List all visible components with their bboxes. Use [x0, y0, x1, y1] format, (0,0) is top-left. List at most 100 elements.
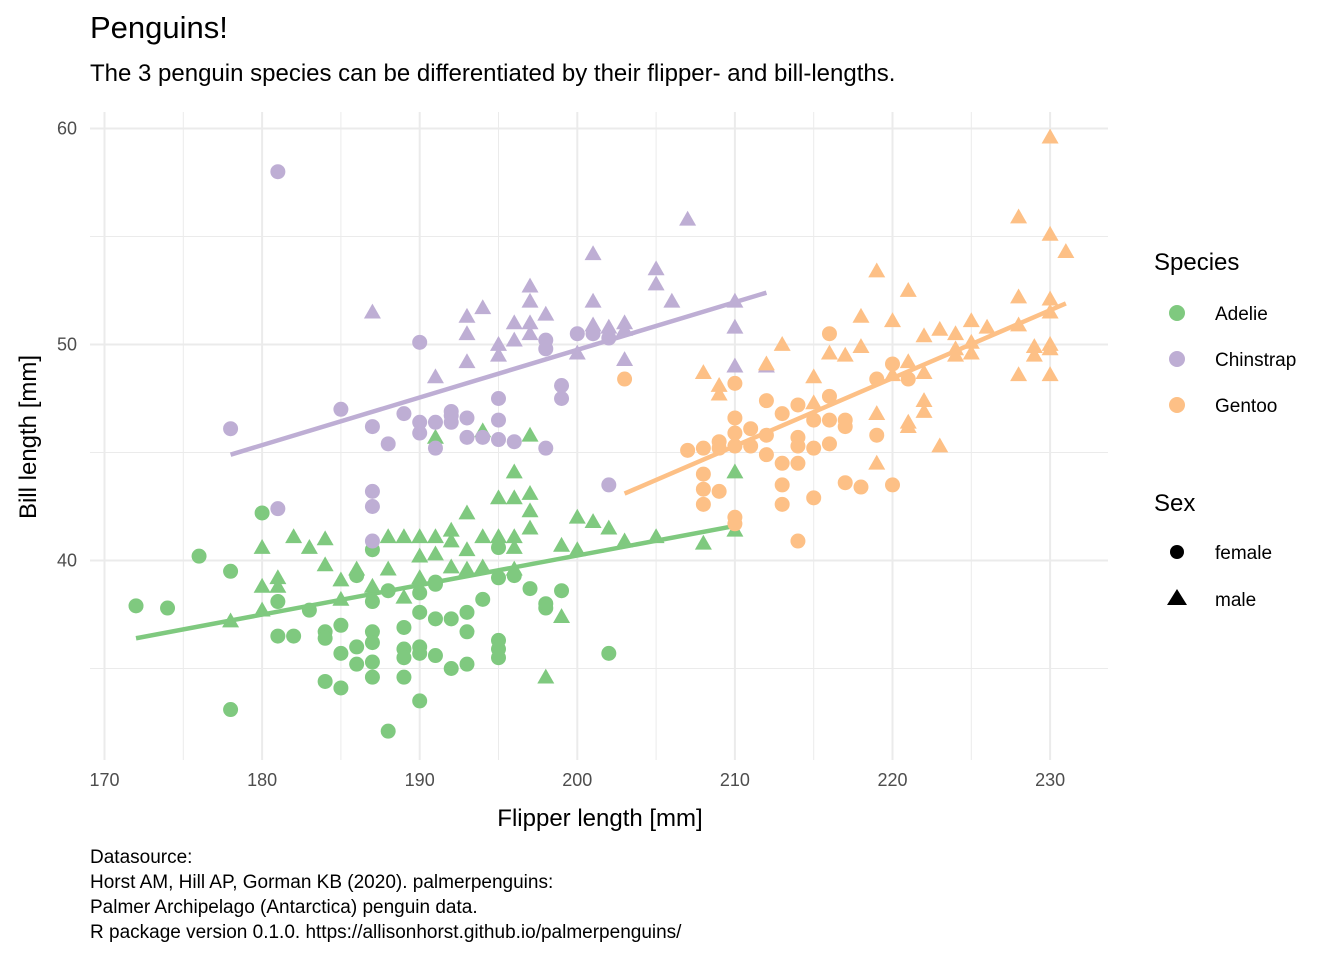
point-chinstrap-female [443, 414, 459, 430]
point-gentoo-male [915, 364, 933, 379]
point-adelie-female [412, 693, 428, 709]
point-adelie-male [521, 485, 539, 500]
point-chinstrap-male [521, 292, 539, 308]
x-tick-label: 170 [89, 770, 119, 790]
point-chinstrap-male [490, 346, 507, 362]
legend-swatch-chinstrap [1169, 351, 1185, 367]
point-adelie-male [726, 463, 744, 479]
point-adelie-male [537, 668, 555, 684]
point-gentoo-female [617, 371, 633, 387]
trend-line-chinstrap [229, 290, 768, 457]
point-chinstrap-male [584, 245, 602, 261]
point-gentoo-male [868, 454, 886, 470]
point-chinstrap-female [364, 533, 380, 549]
point-chinstrap-female [506, 434, 522, 450]
point-chinstrap-female [554, 391, 570, 406]
y-tick-label: 40 [57, 551, 77, 571]
point-adelie-female [412, 585, 428, 601]
x-tick-label: 230 [1035, 770, 1065, 790]
point-chinstrap-female [427, 414, 443, 430]
caption-line: Horst AM, Hill AP, Gorman KB (2020). pal… [90, 872, 554, 893]
point-adelie-male [222, 612, 240, 628]
point-adelie-male [395, 588, 413, 604]
point-adelie-female [333, 645, 349, 661]
point-chinstrap-male [521, 325, 539, 341]
point-gentoo-male [962, 344, 980, 360]
point-gentoo-female [727, 438, 743, 454]
y-tick-label: 50 [57, 335, 77, 355]
y-axis-title: Bill length [mm] [15, 355, 42, 519]
point-chinstrap-male [726, 357, 744, 373]
point-adelie-male [505, 539, 523, 554]
point-gentoo-female [695, 466, 711, 482]
point-adelie-male [411, 528, 429, 544]
point-gentoo-male [931, 437, 949, 453]
point-chinstrap-male [474, 299, 492, 315]
point-gentoo-male [947, 346, 965, 362]
x-tick-label: 220 [877, 770, 907, 790]
point-gentoo-male [1010, 208, 1028, 224]
point-adelie-male [458, 541, 476, 557]
point-chinstrap-male [584, 292, 602, 308]
point-adelie-female [254, 505, 270, 521]
point-chinstrap-male [647, 275, 665, 291]
point-adelie-male [505, 528, 523, 544]
legend-sex-title: Sex [1154, 490, 1195, 517]
point-chinstrap-female [491, 412, 506, 428]
point-chinstrap-male [600, 318, 618, 334]
point-adelie-female [270, 594, 286, 610]
point-adelie-female [364, 594, 380, 610]
point-adelie-male [474, 558, 492, 574]
point-gentoo-male [805, 368, 823, 384]
point-gentoo-female [711, 483, 727, 499]
point-gentoo-female [790, 455, 806, 471]
point-adelie-male [521, 519, 539, 535]
point-gentoo-female [758, 427, 774, 443]
point-adelie-male [253, 539, 271, 554]
point-adelie-male [363, 577, 381, 593]
point-chinstrap-male [458, 307, 476, 323]
point-gentoo-female [711, 440, 727, 456]
point-gentoo-male [710, 385, 728, 401]
point-adelie-male [490, 489, 507, 505]
point-adelie-female [427, 611, 443, 627]
point-gentoo-female [806, 490, 822, 506]
point-adelie-female [459, 624, 475, 640]
point-gentoo-female [853, 479, 869, 495]
point-chinstrap-female [333, 401, 349, 417]
point-chinstrap-female [364, 483, 380, 499]
point-chinstrap-female [412, 334, 428, 350]
point-gentoo-female [790, 397, 806, 413]
point-adelie-female [317, 673, 333, 689]
y-axis-ticks: 40 50 60 [57, 119, 77, 571]
point-gentoo-female [806, 412, 822, 428]
point-gentoo-male [1057, 243, 1075, 258]
point-gentoo-male [915, 402, 933, 418]
x-axis-ticks: 170 180 190 200 210 220 230 [89, 770, 1065, 790]
point-chinstrap-female [427, 440, 443, 456]
point-adelie-male [379, 528, 397, 544]
legend-swatch-male [1167, 589, 1187, 605]
point-adelie-male [600, 519, 618, 535]
point-gentoo-male [710, 377, 728, 392]
x-tick-label: 190 [405, 770, 435, 790]
point-adelie-male [411, 547, 429, 563]
point-gentoo-female [774, 455, 790, 471]
point-adelie-male [269, 569, 287, 585]
point-adelie-male [379, 560, 397, 576]
point-adelie-female [475, 591, 491, 607]
legend-swatch-female [1170, 545, 1184, 559]
chart-title: Penguins! [90, 10, 228, 45]
point-gentoo-female [790, 438, 806, 454]
point-adelie-female [223, 563, 239, 579]
point-chinstrap-male [458, 353, 476, 369]
legend-label-adelie: Adelie [1215, 304, 1268, 325]
legend: Species Adelie Chinstrap Gentoo Sex fema… [1154, 249, 1296, 611]
legend-swatch-gentoo [1169, 397, 1185, 413]
point-gentoo-male [962, 312, 980, 328]
point-chinstrap-female [475, 429, 491, 445]
legend-species-title: Species [1154, 249, 1239, 276]
point-adelie-female [601, 645, 617, 661]
point-gentoo-female [885, 356, 900, 372]
